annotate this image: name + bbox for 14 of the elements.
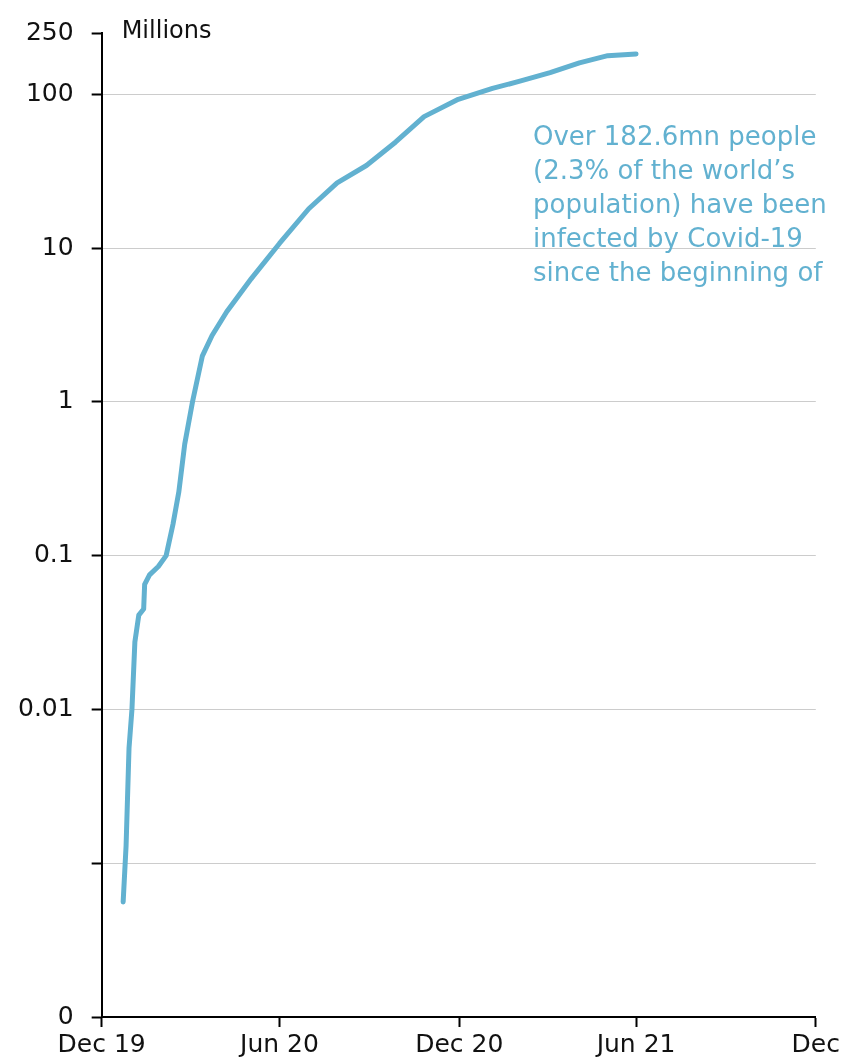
annotation: Over 182.6mn people (2.3% of the world’s population) have been infected by Covid-19 since the beginning of: [533, 120, 827, 287]
y-tick-label: 1: [57, 385, 74, 415]
y-tick-label: 0: [57, 1000, 74, 1030]
y-tick-label: 250: [25, 16, 74, 46]
y-tick-label: 0.01: [17, 692, 74, 722]
x-tick-label: Dec: [791, 1028, 841, 1058]
y-tick-label: 10: [41, 231, 74, 261]
x-tick-label: Dec 20: [415, 1028, 504, 1058]
y-axis-title: Millions: [121, 16, 212, 45]
x-tick-label: Jun 20: [238, 1028, 319, 1058]
x-tick-label: Jun 21: [594, 1028, 676, 1058]
y-tick-label: 0.1: [33, 539, 74, 569]
x-tick-label: Dec 19: [57, 1028, 146, 1058]
y-tick-label: 100: [25, 77, 74, 107]
